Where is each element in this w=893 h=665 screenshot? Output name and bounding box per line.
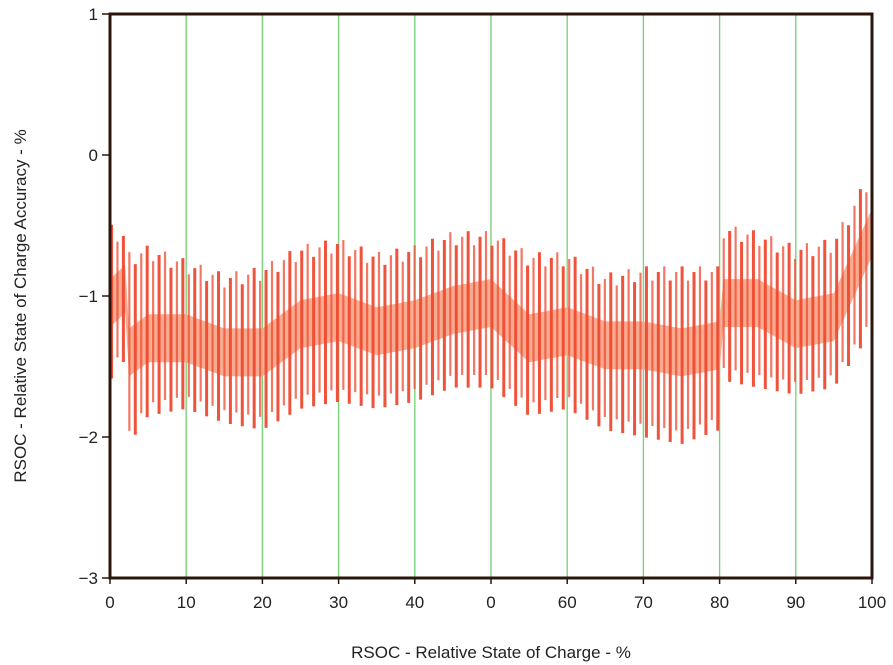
y-tick-label: 1 [89,5,98,24]
y-tick-label: −3 [79,569,98,588]
x-tick-label: 100 [858,593,886,612]
x-axis-title: RSOC - Relative State of Charge - % [351,643,631,662]
y-tick-label: −2 [79,428,98,447]
y-axis-title: RSOC - Relative State of Charge Accuracy… [11,129,30,482]
x-tick-label: 60 [558,593,577,612]
x-tick-label: 10 [177,593,196,612]
x-axis: 0 10 20 30 40 0 60 70 80 90 100 [105,578,886,612]
x-tick-label: 70 [634,593,653,612]
x-tick-label: 40 [405,593,424,612]
plot-area [110,189,872,444]
x-tick-label: 80 [710,593,729,612]
x-tick-label: 90 [786,593,805,612]
x-tick-label: 30 [329,593,348,612]
y-axis: 1 0 −1 −2 −3 [79,5,110,588]
y-tick-label: 0 [89,146,98,165]
y-tick-label: −1 [79,287,98,306]
x-tick-label: 0 [105,593,114,612]
x-tick-label: 0 [486,593,495,612]
x-tick-label: 20 [253,593,272,612]
